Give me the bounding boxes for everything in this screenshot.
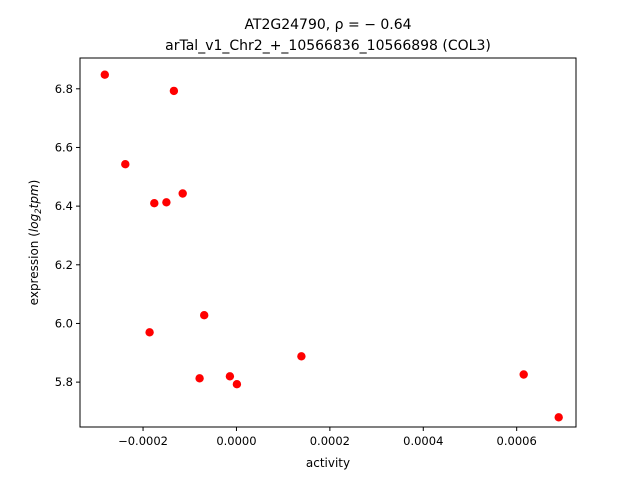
y-tick-label: 6.8 [55, 82, 73, 96]
data-point [169, 86, 179, 96]
y-tick-label: 6.4 [55, 199, 73, 213]
data-point [232, 380, 242, 389]
y-tick-label: 6.0 [55, 316, 73, 330]
chart-title-line-2: arTal_v1_Chr2_+_10566836_10566898 (COL3) [165, 38, 491, 54]
data-point [554, 413, 563, 422]
x-axis-ticks: −0.0002 0.0000 0.0002 0.0004 0.0006 [118, 427, 537, 448]
y-axis-ticks: 5.8 6.0 6.2 6.4 6.6 6.8 [55, 82, 80, 389]
y-axis-label: expression (log2tpm) [27, 180, 44, 306]
data-point [195, 374, 204, 383]
y-tick-label: 6.6 [55, 140, 73, 154]
x-tick-label: −0.0002 [118, 434, 168, 448]
x-tick-label: 0.0000 [216, 434, 256, 448]
x-tick-label: 0.0006 [497, 434, 537, 448]
data-point [100, 70, 110, 79]
chart-title-line-1: AT2G24790, ρ = − 0.64 [244, 17, 411, 33]
data-point [178, 189, 187, 198]
x-tick-label: 0.0002 [310, 434, 350, 448]
y-tick-label: 6.2 [55, 258, 73, 272]
plot-area-frame [79, 57, 577, 428]
y-tick-label: 5.8 [55, 375, 73, 389]
data-point [145, 328, 154, 337]
x-axis-label: activity [306, 456, 350, 470]
data-point [121, 160, 130, 169]
data-point [200, 311, 209, 320]
data-point [162, 198, 171, 207]
data-point [225, 372, 235, 381]
data-points [100, 70, 563, 422]
data-point [519, 370, 528, 379]
x-tick-label: 0.0004 [403, 434, 443, 448]
data-point [150, 199, 159, 208]
data-point [297, 352, 306, 361]
